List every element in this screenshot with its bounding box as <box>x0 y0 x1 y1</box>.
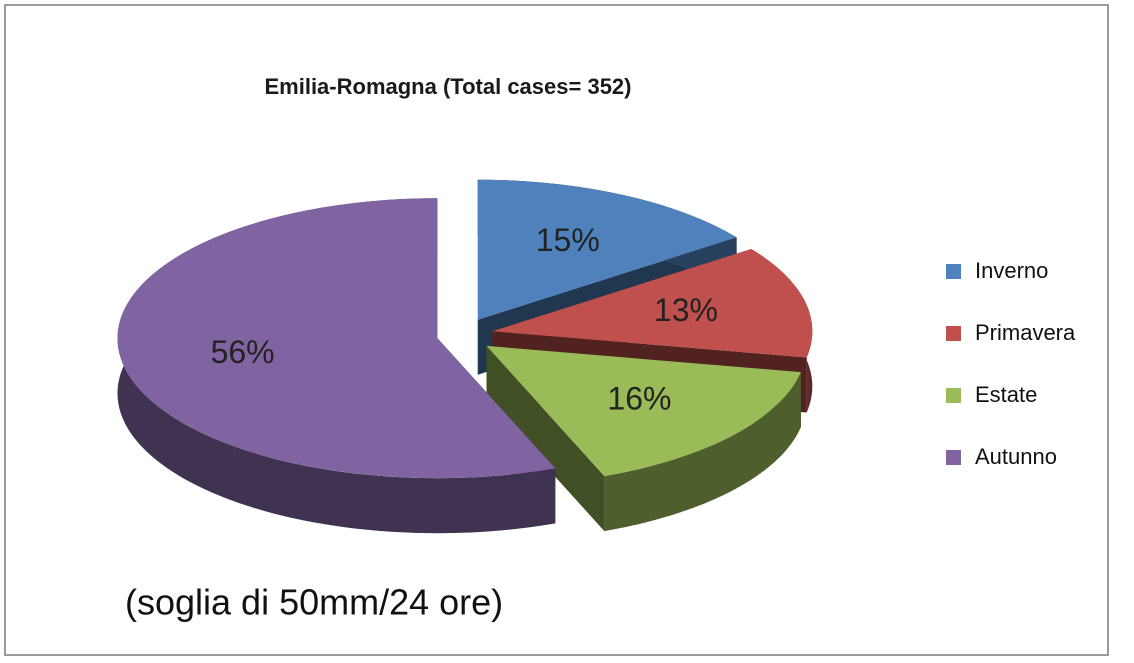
slice <box>486 345 801 477</box>
legend-label: Inverno <box>975 258 1048 283</box>
slice <box>477 179 737 320</box>
chart-title: Emilia-Romagna (Total cases= 352) <box>264 74 631 99</box>
legend-swatch <box>946 450 961 465</box>
pie-tops: 15% 13% 16% 56% <box>117 179 813 479</box>
legend-swatch <box>946 326 961 341</box>
value-label: 56% <box>211 334 275 370</box>
annotation: (soglia di 50mm/24 ore) <box>125 582 503 623</box>
value-label: 15% <box>536 222 600 258</box>
legend-label: Estate <box>975 382 1037 407</box>
value-label: 13% <box>654 292 718 328</box>
slice-wall <box>604 372 801 532</box>
slice <box>117 198 556 479</box>
slice <box>492 248 813 358</box>
legend: Inverno Primavera Estate Autunno <box>946 258 1076 469</box>
value-label: 16% <box>607 381 671 417</box>
slice-face <box>486 345 605 532</box>
legend-swatch <box>946 264 961 279</box>
legend-label: Autunno <box>975 444 1057 469</box>
legend-swatch <box>946 388 961 403</box>
legend-label: Primavera <box>975 320 1076 345</box>
